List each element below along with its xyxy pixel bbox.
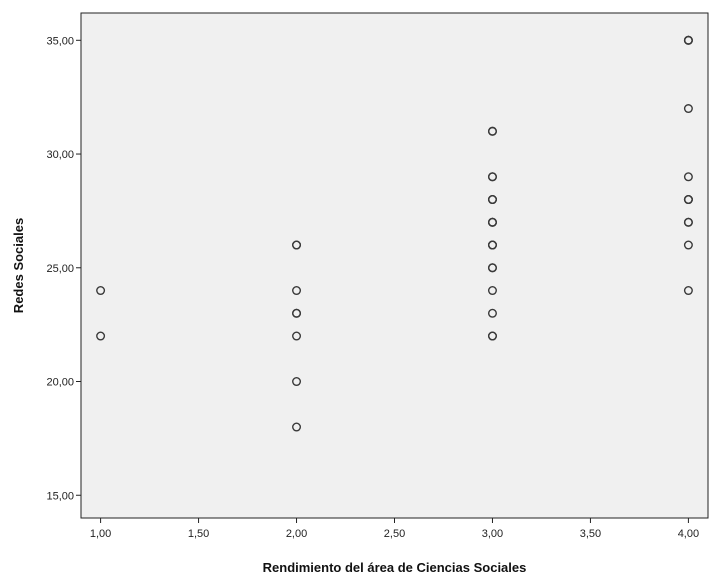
plot-frame bbox=[80, 12, 709, 519]
y-axis-title: Redes Sociales bbox=[11, 218, 26, 313]
data-point bbox=[292, 286, 302, 296]
data-point bbox=[683, 35, 693, 45]
data-point bbox=[487, 286, 497, 296]
x-tick-label: 1,50 bbox=[188, 528, 209, 540]
y-tick-label: 20,00 bbox=[46, 377, 74, 389]
x-tick-label: 1,00 bbox=[90, 528, 111, 540]
data-point bbox=[292, 422, 302, 432]
data-point bbox=[683, 172, 693, 182]
data-point bbox=[487, 195, 497, 205]
data-point bbox=[292, 331, 302, 341]
data-points bbox=[96, 35, 693, 432]
x-tick-label: 3,00 bbox=[482, 528, 503, 540]
data-point bbox=[683, 240, 693, 250]
y-tick-label: 30,00 bbox=[46, 149, 74, 161]
data-point bbox=[292, 377, 302, 387]
data-point bbox=[487, 217, 497, 227]
data-point bbox=[96, 331, 106, 341]
data-point bbox=[487, 331, 497, 341]
data-point bbox=[96, 286, 106, 296]
data-point bbox=[292, 308, 302, 318]
x-tick-label: 4,00 bbox=[678, 528, 699, 540]
data-point bbox=[683, 286, 693, 296]
data-point bbox=[487, 240, 497, 250]
x-axis: 1,00 1,50 2,00 2,50 3,00 3,50 4,00 bbox=[90, 518, 699, 540]
data-point bbox=[487, 172, 497, 182]
plot-area bbox=[81, 13, 708, 518]
data-point bbox=[487, 263, 497, 273]
y-tick-label: 15,00 bbox=[46, 490, 74, 502]
y-tick-label: 25,00 bbox=[46, 263, 74, 275]
data-point bbox=[683, 195, 693, 205]
x-axis-title: Rendimiento del área de Ciencias Sociale… bbox=[263, 560, 527, 575]
data-point bbox=[487, 126, 497, 136]
data-point bbox=[683, 217, 693, 227]
x-tick-label: 2,00 bbox=[286, 528, 307, 540]
x-tick-label: 2,50 bbox=[384, 528, 405, 540]
data-point bbox=[487, 308, 497, 318]
data-point bbox=[292, 240, 302, 250]
x-tick-label: 3,50 bbox=[580, 528, 601, 540]
y-axis: 15,00 20,00 25,00 30,00 35,00 bbox=[46, 35, 81, 502]
data-point bbox=[683, 104, 693, 114]
y-tick-label: 35,00 bbox=[46, 35, 74, 47]
